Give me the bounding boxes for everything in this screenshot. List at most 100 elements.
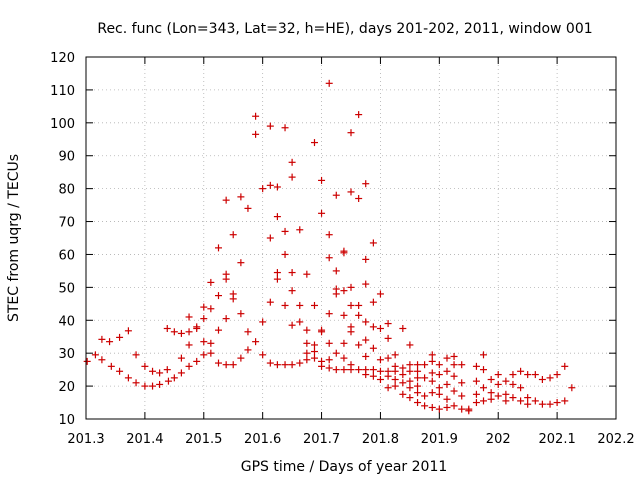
data-point	[435, 371, 443, 379]
data-point	[472, 377, 480, 385]
data-point	[237, 193, 245, 201]
data-point	[177, 369, 185, 377]
data-point	[207, 305, 215, 313]
data-point	[164, 377, 172, 385]
data-point	[399, 371, 407, 379]
data-point	[332, 191, 340, 199]
x-tick-label: 202.2	[597, 432, 634, 447]
data-point	[237, 354, 245, 362]
data-point	[494, 371, 502, 379]
data-point	[347, 366, 355, 374]
data-point	[391, 367, 399, 375]
y-tick-label: 80	[58, 183, 75, 198]
data-point	[443, 395, 451, 403]
data-point	[273, 275, 281, 283]
data-point	[91, 351, 99, 359]
data-point	[288, 321, 296, 329]
data-point	[458, 392, 466, 400]
data-point	[406, 361, 414, 369]
y-tick-label: 110	[50, 84, 75, 99]
data-point	[362, 352, 370, 360]
data-point	[252, 338, 260, 346]
data-point	[399, 364, 407, 372]
x-tick-label: 202	[486, 432, 511, 447]
data-point	[362, 371, 370, 379]
data-point	[355, 195, 363, 203]
y-tick-label: 10	[58, 413, 75, 428]
data-point	[303, 356, 311, 364]
data-point	[273, 183, 281, 191]
data-point	[376, 356, 384, 364]
data-point	[376, 376, 384, 384]
data-point	[163, 325, 171, 332]
data-point	[524, 394, 532, 402]
data-point	[362, 280, 370, 288]
data-point	[524, 371, 532, 379]
data-point	[215, 244, 222, 252]
data-point	[347, 129, 355, 137]
data-point	[509, 394, 517, 402]
data-point	[494, 380, 502, 388]
data-point	[116, 367, 124, 375]
data-point	[185, 362, 193, 370]
data-point	[141, 382, 149, 390]
data-point	[116, 333, 124, 341]
data-point	[421, 361, 429, 369]
data-point	[222, 196, 230, 204]
data-point	[414, 399, 422, 407]
data-point	[325, 79, 333, 87]
data-point	[362, 180, 370, 188]
data-point	[458, 361, 466, 369]
data-point	[531, 371, 539, 379]
data-point	[435, 390, 443, 398]
data-point	[124, 327, 132, 335]
y-tick-label: 50	[58, 281, 75, 296]
x-tick-label: 201.8	[362, 432, 399, 447]
y-axis-label: STEC from uqrg / TECUs	[6, 154, 22, 322]
data-point	[450, 352, 458, 360]
data-point	[384, 372, 392, 380]
data-point	[281, 361, 289, 369]
data-point	[391, 351, 399, 359]
data-point	[355, 366, 363, 374]
data-point	[310, 139, 318, 147]
data-point	[325, 254, 333, 262]
data-point	[362, 255, 370, 263]
data-point	[98, 356, 106, 364]
data-point	[340, 366, 348, 374]
x-tick-label: 201.5	[185, 432, 222, 447]
data-point	[200, 315, 208, 323]
data-point	[509, 380, 517, 388]
data-point	[553, 371, 561, 379]
data-point	[421, 374, 429, 382]
data-point	[303, 339, 311, 347]
data-point	[487, 376, 495, 384]
data-point	[428, 389, 436, 397]
data-point	[428, 357, 436, 365]
data-point	[517, 397, 525, 405]
data-point	[340, 339, 348, 347]
data-point	[443, 354, 451, 362]
data-point	[296, 301, 304, 309]
data-point	[83, 357, 91, 365]
data-point	[296, 318, 304, 326]
data-point	[376, 290, 384, 298]
data-point	[310, 341, 318, 349]
data-point	[494, 392, 502, 400]
data-point	[421, 402, 429, 410]
data-point	[325, 231, 333, 239]
data-point	[443, 367, 451, 375]
data-point	[200, 303, 208, 311]
x-tick-label: 201.3	[67, 432, 104, 447]
data-point	[428, 403, 436, 411]
data-point	[435, 384, 443, 392]
data-point	[149, 382, 157, 390]
data-point	[421, 392, 429, 400]
y-tick-label: 120	[50, 51, 75, 66]
data-point	[406, 384, 414, 392]
data-point	[310, 354, 318, 362]
data-point	[244, 328, 252, 336]
data-point	[502, 397, 510, 405]
data-point	[156, 369, 164, 377]
